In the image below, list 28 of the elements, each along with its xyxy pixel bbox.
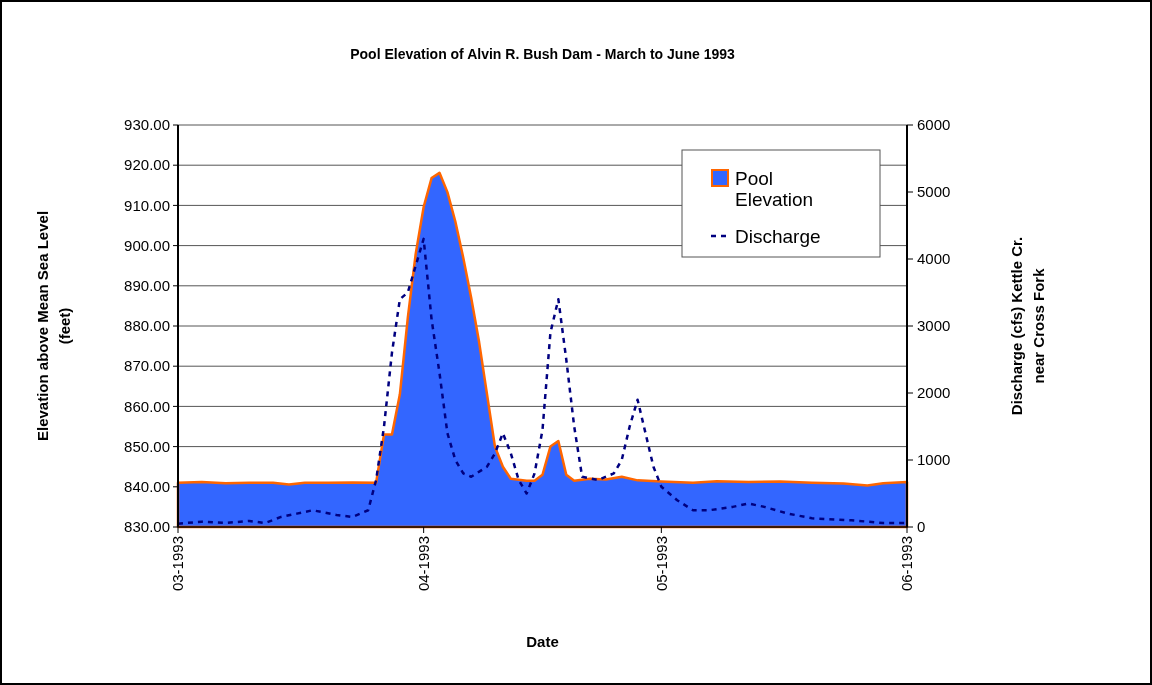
y2-axis-title: Discharge (cfs) Kettle Cr. near Cross Fork [1008,236,1047,416]
x-tick-label: 05-1993 [652,536,670,592]
y-tick-label: 830.00 [124,518,170,536]
y2-tick-label: 2000 [917,384,951,402]
y2-tick-label: 0 [917,518,926,536]
y-tick-label: 930.00 [124,116,170,134]
y-tick-label: 920.00 [124,156,170,174]
y-tick-label: 840.00 [124,478,170,496]
x-tick-label: 06-1993 [898,536,916,592]
y-tick-label: 860.00 [124,397,170,415]
y-tick-label: 910.00 [124,196,170,214]
y-tick-label: 890.00 [124,277,170,295]
y2-tick-label: 1000 [917,451,951,469]
y-tick-label: 900.00 [124,236,170,254]
y2-tick-label: 4000 [917,250,951,268]
x-tick-label: 03-1993 [169,536,187,592]
y2-tick-label: 6000 [917,116,951,134]
x-axis-title: Date [526,633,559,650]
y2-tick-label: 3000 [917,317,951,335]
legend-label: Pool Elevation [735,167,814,210]
y-tick-label: 870.00 [124,357,170,375]
y-tick-label: 850.00 [124,437,170,455]
chart-title: Pool Elevation of Alvin R. Bush Dam - March to June 1993 [350,46,735,62]
x-tick-label: 04-1993 [414,536,432,592]
y-axis-title: Elevation above Mean Sea Level (feet) [34,210,73,442]
legend-label: Discharge [735,225,821,247]
y-tick-label: 880.00 [124,317,170,335]
y2-tick-label: 5000 [917,183,951,201]
